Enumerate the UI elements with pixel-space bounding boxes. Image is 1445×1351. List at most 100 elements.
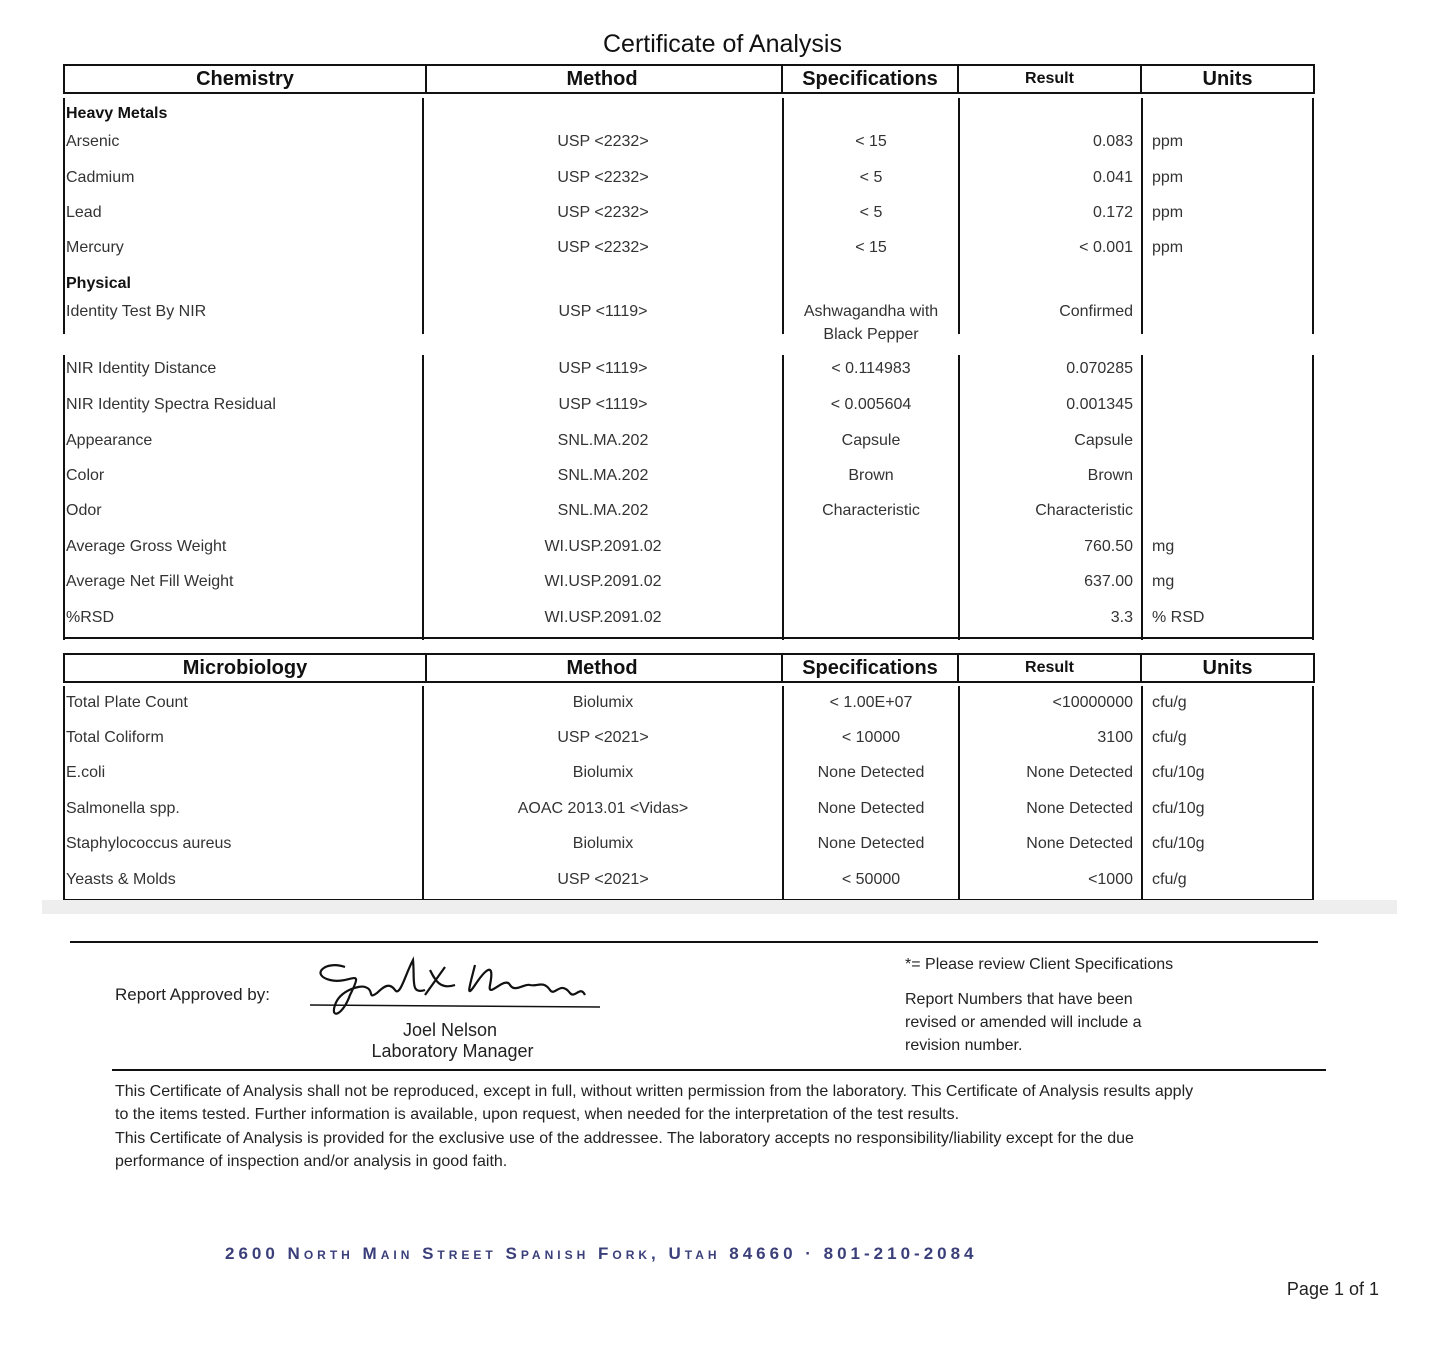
revision-note-1: Report Numbers that have been bbox=[905, 991, 1133, 1008]
section-heading: Physical bbox=[66, 275, 131, 292]
row-result: 0.001345 bbox=[1066, 396, 1133, 413]
row-specification: None Detected bbox=[817, 835, 925, 852]
row-result: 637.00 bbox=[1084, 573, 1133, 590]
row-result: <10000000 bbox=[1052, 694, 1133, 711]
row-specification: < 15 bbox=[855, 239, 887, 256]
disclaimer-line: This Certificate of Analysis is provided… bbox=[115, 1130, 1134, 1147]
row-specification: < 5 bbox=[859, 169, 883, 186]
client-spec-note: *= Please review Client Specifications bbox=[905, 956, 1174, 973]
row-unit: cfu/10g bbox=[1152, 835, 1205, 852]
row-name: NIR Identity Spectra Residual bbox=[66, 396, 276, 413]
row-result: 760.50 bbox=[1084, 538, 1133, 555]
column-divider bbox=[958, 355, 960, 640]
column-header: Chemistry bbox=[65, 66, 427, 92]
row-specification: < 0.114983 bbox=[831, 360, 911, 377]
row-result: 3.3 bbox=[1110, 609, 1133, 626]
row-method: USP <2232> bbox=[557, 169, 649, 186]
column-header: Units bbox=[1202, 656, 1253, 679]
row-name: Arsenic bbox=[66, 133, 120, 150]
column-header: Result bbox=[959, 655, 1142, 681]
row-name: Mercury bbox=[66, 239, 124, 256]
signature bbox=[309, 956, 601, 1015]
approver-role: Laboratory Manager bbox=[371, 1041, 534, 1061]
row-result: Characteristic bbox=[1035, 502, 1133, 519]
row-method: SNL.MA.202 bbox=[557, 502, 649, 519]
divider bbox=[70, 941, 1318, 943]
row-name: Color bbox=[66, 467, 105, 484]
row-unit: ppm bbox=[1152, 239, 1184, 256]
row-name: Total Coliform bbox=[66, 729, 164, 746]
row-unit: ppm bbox=[1152, 133, 1184, 150]
lab-address: 2600 North Main Street Spanish Fork, Uta… bbox=[225, 1244, 978, 1263]
row-result: < 0.001 bbox=[1079, 239, 1133, 256]
row-method: WI.USP.2091.02 bbox=[544, 538, 662, 555]
row-name: Total Plate Count bbox=[66, 694, 188, 711]
disclaimer-line: to the items tested. Further information… bbox=[115, 1106, 960, 1123]
column-divider bbox=[782, 98, 784, 334]
chemistry-header: Chemistry Method Specifications Result Units bbox=[63, 64, 1315, 94]
row-name: Lead bbox=[66, 204, 102, 221]
column-divider bbox=[958, 686, 960, 901]
row-specification: < 15 bbox=[855, 133, 887, 150]
row-name: Appearance bbox=[66, 432, 153, 449]
row-name: E.coli bbox=[66, 764, 106, 781]
row-result: None Detected bbox=[1026, 800, 1133, 817]
row-name: NIR Identity Distance bbox=[66, 360, 217, 377]
row-specification: < 0.005604 bbox=[830, 396, 912, 413]
column-header: Specifications bbox=[783, 66, 959, 92]
row-unit: mg bbox=[1152, 538, 1175, 555]
table-bottom bbox=[63, 637, 1314, 639]
row-unit: cfu/10g bbox=[1152, 764, 1205, 781]
row-specification: < 5 bbox=[859, 204, 883, 221]
column-header: Microbiology bbox=[65, 655, 427, 681]
column-header: Method bbox=[423, 655, 783, 681]
row-unit: cfu/g bbox=[1152, 729, 1187, 746]
row-unit: ppm bbox=[1152, 169, 1184, 186]
row-name: Salmonella spp. bbox=[66, 800, 180, 817]
revision-note-2: revised or amended will include a bbox=[905, 1014, 1142, 1031]
page-title: Certificate of Analysis bbox=[603, 30, 842, 58]
column-header: Specifications bbox=[783, 655, 959, 681]
row-method: WI.USP.2091.02 bbox=[544, 573, 662, 590]
column-header: Method bbox=[423, 66, 783, 92]
row-method: AOAC 2013.01 <Vidas> bbox=[517, 800, 689, 817]
row-method: Biolumix bbox=[572, 694, 634, 711]
row-specification: None Detected bbox=[817, 800, 925, 817]
row-name: Odor bbox=[66, 502, 102, 519]
section-heading: Heavy Metals bbox=[66, 105, 168, 122]
row-specification: Black Pepper bbox=[823, 326, 919, 343]
column-divider bbox=[1141, 686, 1143, 901]
row-name: %RSD bbox=[66, 609, 115, 626]
row-result: <1000 bbox=[1088, 871, 1133, 888]
row-unit: cfu/10g bbox=[1152, 800, 1205, 817]
row-result: None Detected bbox=[1026, 764, 1133, 781]
row-result: 0.070285 bbox=[1066, 360, 1133, 377]
row-method: USP <1119> bbox=[558, 303, 648, 320]
row-specification: Characteristic bbox=[822, 502, 920, 519]
column-divider bbox=[958, 98, 960, 334]
row-name: Average Net Fill Weight bbox=[66, 573, 234, 590]
column-divider bbox=[1141, 355, 1143, 640]
row-result: Capsule bbox=[1074, 432, 1133, 449]
row-method: Biolumix bbox=[572, 835, 634, 852]
column-divider bbox=[1141, 98, 1143, 334]
column-header: Result bbox=[959, 66, 1142, 92]
row-unit: cfu/g bbox=[1152, 694, 1187, 711]
row-method: USP <2232> bbox=[557, 239, 649, 256]
row-method: USP <2232> bbox=[557, 204, 649, 221]
divider-band bbox=[42, 900, 1397, 914]
row-name: Cadmium bbox=[66, 169, 135, 186]
row-method: USP <2021> bbox=[557, 871, 649, 888]
column-divider bbox=[1312, 355, 1314, 640]
row-unit: ppm bbox=[1152, 204, 1184, 221]
row-unit: % RSD bbox=[1152, 609, 1205, 626]
row-unit: mg bbox=[1152, 573, 1175, 590]
row-name: Yeasts & Molds bbox=[66, 871, 176, 888]
row-specification: < 50000 bbox=[841, 871, 901, 888]
disclaimer-line: This Certificate of Analysis shall not b… bbox=[115, 1083, 1194, 1100]
row-method: USP <1119> bbox=[558, 360, 648, 377]
row-result: 0.172 bbox=[1092, 204, 1133, 221]
microbiology-header: Microbiology Method Specifications Result Un… bbox=[63, 653, 1315, 683]
divider bbox=[112, 1069, 1326, 1071]
row-name: Average Gross Weight bbox=[66, 538, 227, 555]
